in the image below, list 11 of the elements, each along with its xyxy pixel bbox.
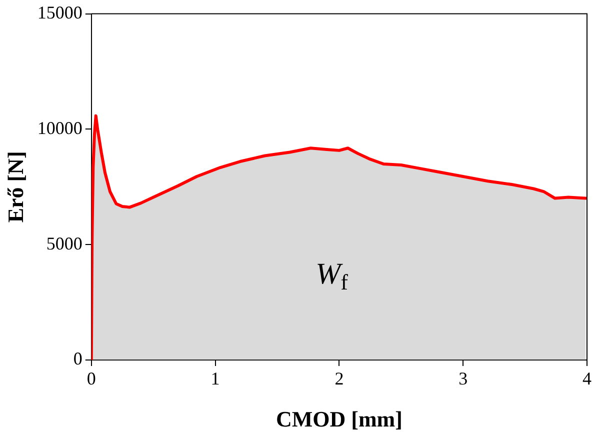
x-tick-label: 0: [86, 368, 96, 389]
x-tick-label: 1: [210, 368, 220, 389]
x-axis-title: CMOD [mm]: [276, 406, 402, 432]
y-tick-label: 0: [73, 348, 82, 369]
x-tick-label: 4: [582, 368, 592, 389]
x-tick-label: 2: [334, 368, 344, 389]
y-tick-label: 15000: [37, 2, 82, 23]
x-tick-label: 3: [458, 368, 468, 389]
y-axis-title: Erő [N]: [2, 151, 28, 223]
y-tick-label: 10000: [37, 118, 82, 138]
y-tick-label: 5000: [46, 233, 82, 254]
